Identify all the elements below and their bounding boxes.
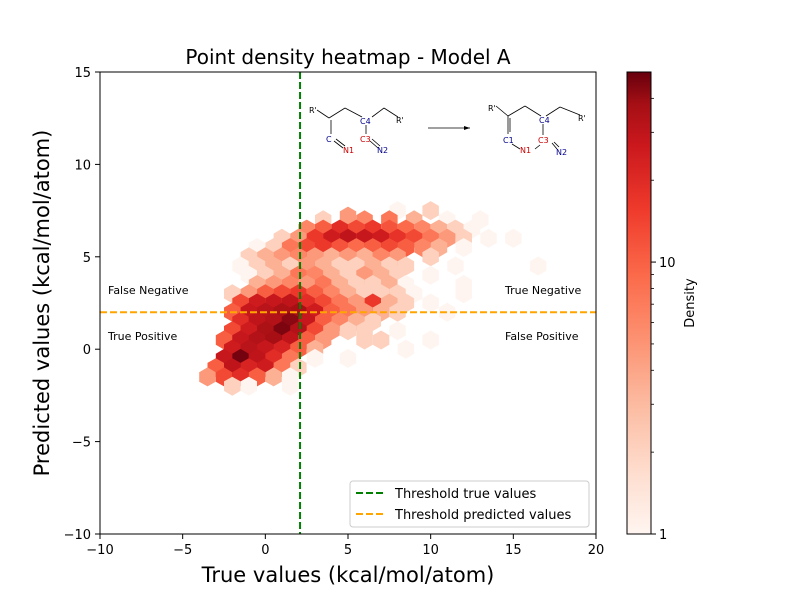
product-atom-label: C1 <box>503 136 514 145</box>
hexbin-cell <box>422 330 439 350</box>
hexbin-cell <box>306 348 324 368</box>
reactant-atom-label: R' <box>396 116 404 125</box>
quadrant-label-false-negative: False Negative <box>108 284 189 297</box>
hexbin-cell <box>505 228 522 248</box>
colorbar-ticks: 1 10 <box>651 97 676 543</box>
x-tick-label: 15 <box>505 543 522 558</box>
y-tick-label: 15 <box>74 66 91 81</box>
colorbar-gradient <box>626 71 652 535</box>
x-tick-label: −10 <box>86 543 113 558</box>
reactant-atom-label: C4 <box>360 117 371 126</box>
product-atom-label: R' <box>578 114 586 123</box>
reactant-atom-label: C3 <box>360 135 371 144</box>
legend: Threshold true values Threshold predicte… <box>349 480 590 528</box>
reaction-arrow <box>428 126 470 130</box>
product-atom-label: N1 <box>520 146 531 155</box>
y-axis-label: Predicted values (kcal/mol/atom) <box>30 130 54 477</box>
reaction-scheme: R' R' C4 C N1 C3 N2 R' R <box>309 104 586 157</box>
colorbar-tick-label: 1 <box>659 528 667 543</box>
hexbin-cell <box>389 302 406 322</box>
quadrant-label-true-positive: True Positive <box>107 330 177 343</box>
hexbin-cell <box>422 201 439 221</box>
x-tick-label: 10 <box>422 543 439 558</box>
hexbin-cell <box>422 265 439 285</box>
y-tick-label: −10 <box>64 528 91 543</box>
reactant-atom-label: N1 <box>343 146 354 155</box>
legend-box <box>349 480 590 528</box>
quadrant-label-false-positive: False Positive <box>505 330 579 343</box>
hexbin-cell <box>529 256 547 276</box>
chart-title: Point density heatmap - Model A <box>185 45 511 69</box>
reactant-structure <box>316 107 399 149</box>
legend-label-true: Threshold true values <box>394 487 537 502</box>
product-structure <box>495 105 581 150</box>
y-tick-label: 10 <box>74 158 91 173</box>
reactant-labels: R' R' C4 C N1 C3 N2 <box>309 106 404 155</box>
legend-label-predicted: Threshold predicted values <box>394 508 572 523</box>
hexbin-cell <box>199 367 216 387</box>
product-atom-label: C3 <box>538 136 549 145</box>
hexbin-cell <box>372 330 390 350</box>
hexbin-cell <box>356 330 373 350</box>
hexbin-cell <box>389 321 406 341</box>
hexbin-cell <box>439 302 456 322</box>
x-tick-label: −5 <box>173 543 192 558</box>
reactant-atom-label: C <box>326 135 332 144</box>
colorbar-tick-label: 10 <box>659 256 676 271</box>
reactant-atom-label: R' <box>309 106 317 115</box>
colorbar: 1 10 Density <box>626 71 698 543</box>
x-axis: −10 −5 0 5 10 15 20 <box>86 534 604 558</box>
product-atom-label: C4 <box>539 116 550 125</box>
hexbin-cell <box>339 348 357 368</box>
product-labels: R' R' C4 C1 C3 N1 N2 <box>488 104 586 157</box>
hexbin-cell <box>339 206 357 226</box>
hexbin-cell <box>447 256 464 276</box>
quadrant-label-true-negative: True Negative <box>504 284 581 297</box>
hexbin-cell <box>265 367 282 387</box>
y-tick-label: 5 <box>83 251 91 266</box>
product-atom-label: R' <box>488 104 496 113</box>
x-axis-label: True values (kcal/mol/atom) <box>201 563 495 587</box>
y-tick-label: 0 <box>83 343 91 358</box>
hexbin-cell <box>455 284 472 304</box>
colorbar-label: Density <box>683 278 698 328</box>
hexbin-cell <box>455 238 472 258</box>
hexbin-cell <box>422 293 439 313</box>
hexbin-cell <box>240 376 257 396</box>
hexbin-cell <box>422 247 439 267</box>
y-axis: −10 −5 0 5 10 15 <box>64 66 100 543</box>
x-tick-label: 20 <box>588 543 605 558</box>
y-tick-label: −5 <box>72 436 91 451</box>
hexbin-cell <box>480 228 497 248</box>
hexbin-layer <box>199 201 547 396</box>
x-tick-label: 0 <box>261 543 269 558</box>
hexbin-cell <box>339 321 357 341</box>
product-atom-label: N2 <box>556 148 567 157</box>
reactant-atom-label: N2 <box>377 146 388 155</box>
hexbin-cell <box>224 376 241 396</box>
hexbin-cell <box>397 339 415 359</box>
x-tick-label: 5 <box>344 543 352 558</box>
hexbin-cell <box>281 376 299 396</box>
